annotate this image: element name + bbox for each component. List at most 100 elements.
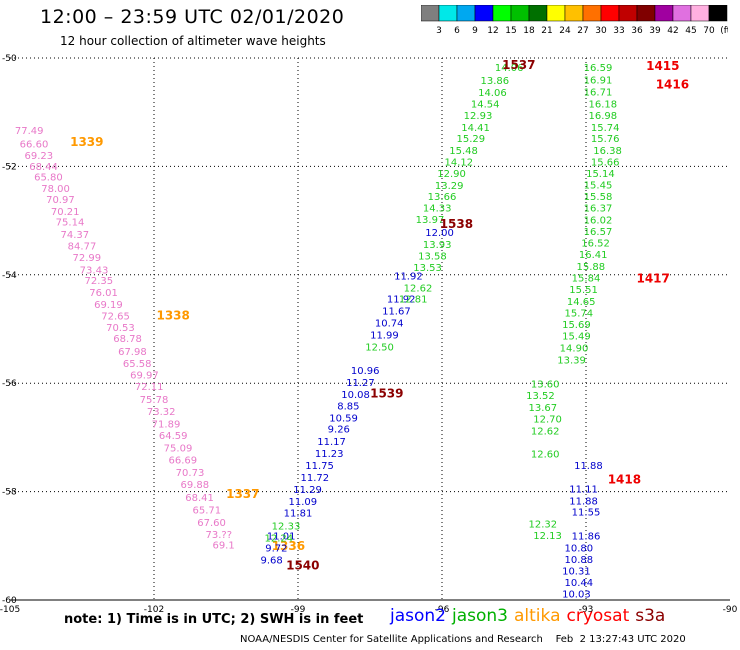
wave-height-value: 10.03 [562, 589, 591, 600]
wave-height-value: 16.37 [584, 204, 613, 215]
wave-height-value: 14.06 [495, 63, 524, 74]
wave-height-value: 15.66 [591, 158, 620, 169]
wave-height-value: 14.90 [560, 343, 589, 354]
wave-height-value: 12.32 [528, 520, 557, 531]
wave-height-value: 13.86 [480, 76, 509, 87]
pass-number-label: 1538 [440, 217, 473, 231]
wave-height-value: 16.57 [584, 227, 613, 238]
scale-label: 6 [454, 26, 460, 36]
wave-height-value: 11.01 [267, 532, 296, 543]
wave-height-value: 10.44 [564, 578, 593, 589]
wave-height-value: 12.00 [425, 228, 454, 239]
wave-height-value: 10.88 [564, 555, 593, 566]
y-tick-label: -58 [2, 488, 17, 498]
wave-height-value: 65.71 [192, 505, 221, 516]
wave-height-value: 70.97 [46, 195, 75, 206]
wave-height-value: 15.14 [586, 169, 615, 180]
wave-height-value: 74.37 [60, 230, 89, 241]
wave-height-value: 10.96 [351, 366, 380, 377]
wave-height-value: 9.72 [265, 543, 287, 554]
wave-height-value: 16.59 [584, 63, 613, 74]
scale-label: 12 [487, 26, 498, 36]
wave-height-value: 70.53 [106, 323, 135, 334]
wave-height-value: 13.93 [423, 240, 452, 251]
wave-height-value: 70.21 [51, 207, 80, 218]
legend-altika: altika [514, 606, 561, 626]
wave-height-value: 12.62 [531, 426, 560, 437]
wave-height-value: 66.69 [168, 456, 197, 467]
wave-height-value: 11.86 [572, 532, 601, 543]
pass-number-label: 1537 [502, 58, 535, 72]
wave-height-value: 10.31 [562, 567, 591, 578]
y-tick-label: -54 [2, 271, 17, 281]
wave-height-value: 11.67 [382, 307, 411, 318]
scale-label: (ft) [720, 26, 728, 36]
pass-number-label: 1417 [636, 272, 669, 286]
scale-swatch [708, 5, 728, 22]
wave-height-value: 13.60 [531, 380, 560, 391]
wave-height-value: 12.81 [399, 295, 428, 306]
wave-height-value: 12.93 [464, 111, 493, 122]
x-tick-label: -90 [723, 605, 738, 615]
wave-height-value: 73.32 [147, 407, 176, 418]
wave-height-value: 15.58 [584, 192, 613, 203]
x-tick-label: -105 [0, 605, 20, 615]
wave-height-value: 14.54 [471, 100, 500, 111]
wave-height-value: 13.66 [428, 192, 457, 203]
wave-height-value: 12.50 [365, 342, 394, 353]
wave-height-value: 14.12 [444, 158, 473, 169]
wave-height-value: 15.74 [564, 309, 593, 320]
wave-height-value: 68.44 [29, 162, 58, 173]
pass-number-label: 1336 [272, 539, 305, 553]
wave-height-value: 11.23 [315, 449, 344, 460]
wave-height-value: 15.48 [449, 146, 478, 157]
x-tick-label: -102 [144, 605, 164, 615]
wave-height-value: 16.18 [588, 100, 617, 111]
y-tick-label: -60 [2, 596, 17, 606]
pass-number-label: 1540 [286, 558, 319, 572]
legend-cryosat: cryosat [566, 606, 630, 626]
wave-height-value: 69.19 [94, 300, 123, 311]
y-tick-label: -52 [2, 162, 17, 172]
x-tick-label: -99 [291, 605, 306, 615]
chart-title: 12:00 – 23:59 UTC 02/01/2020 [40, 6, 345, 28]
wave-height-value: 13.29 [435, 181, 464, 192]
wave-height-value: 11.27 [346, 378, 375, 389]
x-tick-label: -96 [435, 605, 450, 615]
wave-height-value: 11.72 [300, 473, 329, 484]
wave-height-value: 11.29 [293, 485, 322, 496]
scale-label: 24 [559, 26, 571, 36]
wave-height-value: 75.78 [140, 395, 169, 406]
wave-height-value: 73.?? [206, 530, 233, 541]
wave-height-value: 13.52 [526, 391, 555, 402]
wave-height-value: 12.70 [533, 414, 562, 425]
legend-jason3: jason3 [452, 606, 508, 626]
wave-height-value: 13.53 [413, 263, 442, 274]
wave-height-value: 14.41 [461, 123, 490, 134]
wave-height-value: 12.62 [404, 283, 433, 294]
wave-height-value: 8.85 [337, 401, 359, 412]
wave-height-value: 15.88 [576, 262, 605, 273]
wave-height-value: 72.35 [84, 276, 113, 287]
wave-height-value: 67.98 [118, 347, 147, 358]
wave-height-value: 11.88 [569, 496, 598, 507]
wave-height-value: 16.38 [593, 146, 622, 157]
wave-height-value: 71.89 [152, 419, 181, 430]
y-tick-label: -50 [2, 54, 17, 64]
scale-label: 9 [472, 26, 478, 36]
scale-label: 33 [613, 26, 624, 36]
scale-label: 3 [436, 26, 442, 36]
wave-height-value: 12.33 [272, 522, 301, 533]
scale-label: 27 [577, 26, 588, 36]
wave-height-value: 11.75 [305, 461, 334, 472]
chart-subtitle: 12 hour collection of altimeter wave hei… [60, 34, 326, 48]
y-tick-label: -56 [2, 379, 17, 389]
wave-height-value: 13.58 [418, 251, 447, 262]
wave-height-value: 76.01 [89, 288, 118, 299]
wave-height-value: 13.39 [557, 355, 586, 366]
wave-height-value: 14.06 [478, 88, 507, 99]
wave-height-value: 16.02 [584, 216, 613, 227]
wave-height-value: 69.97 [130, 371, 159, 382]
